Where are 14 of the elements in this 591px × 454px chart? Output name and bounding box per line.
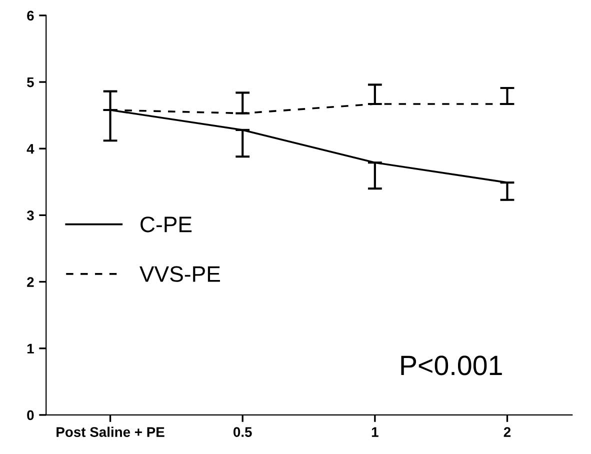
y-tick-label: 0 <box>27 410 34 420</box>
x-tick-label: Post Saline + PE <box>56 426 164 437</box>
legend-label: C-PE <box>140 216 192 232</box>
y-tick-label: 2 <box>27 277 34 287</box>
y-tick-label: 5 <box>26 78 34 88</box>
y-tick-label: 4 <box>26 144 34 154</box>
y-tick-label: 1 <box>27 344 34 354</box>
x-tick-label: 0.5 <box>233 427 252 437</box>
x-tick-label: 1 <box>372 427 378 437</box>
y-tick-label: 6 <box>27 10 34 21</box>
x-tick-label: 2 <box>504 427 511 437</box>
legend-label: VVS-PE <box>140 266 220 282</box>
y-tick-label: 3 <box>26 210 34 220</box>
annotation: P<0.001 <box>401 356 502 376</box>
